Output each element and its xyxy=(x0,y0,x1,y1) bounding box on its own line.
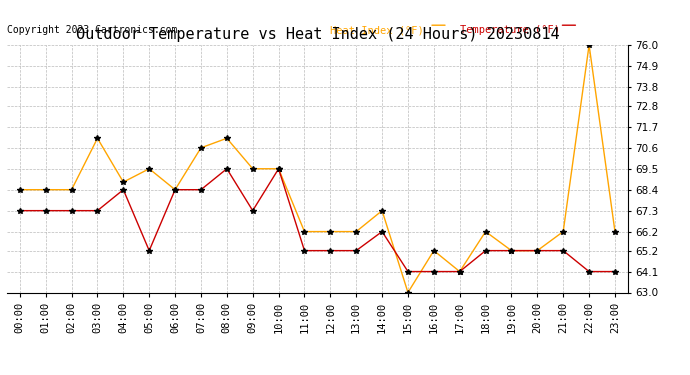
Title: Outdoor Temperature vs Heat Index (24 Hours) 20230814: Outdoor Temperature vs Heat Index (24 Ho… xyxy=(76,27,559,42)
Text: Copyright 2023 Cartronics.com: Copyright 2023 Cartronics.com xyxy=(7,25,177,35)
Text: Heat Index (°F): Heat Index (°F) xyxy=(330,25,424,35)
Text: Temperature (°F): Temperature (°F) xyxy=(460,25,560,35)
